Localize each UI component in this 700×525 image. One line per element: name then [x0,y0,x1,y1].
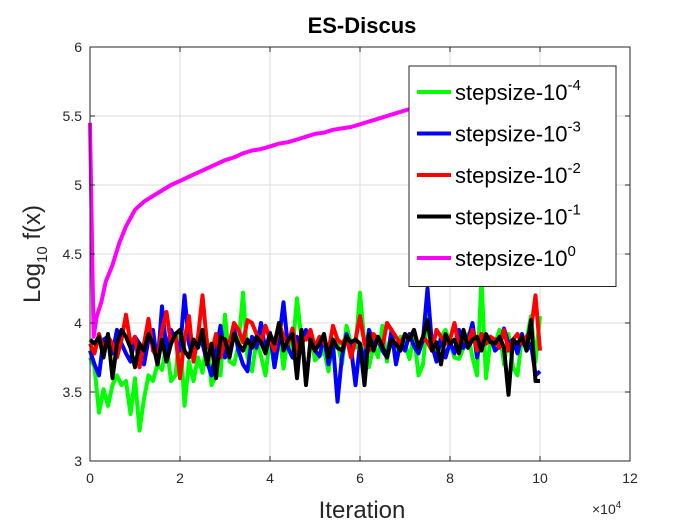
y-tick-label: 5.5 [63,108,83,124]
legend-label-exponent: 0 [568,243,576,260]
x-exponent-label: ×104 [592,500,622,517]
legend-label-exponent: -4 [568,77,581,94]
y-ticks: 3 3.5 4 4.5 5 5.5 6 [63,39,630,469]
x-tick-label: 10 [532,470,548,486]
legend-label-base: stepsize-10 [455,80,568,105]
y-axis-label: Log10 f(x) [19,205,51,303]
series-line-0 [88,107,411,339]
y-tick-label: 3.5 [63,384,83,400]
legend-label: stepsize-10-2 [455,160,581,188]
legend-label: stepsize-10-3 [455,119,581,147]
legend-label-base: stepsize-10 [455,205,568,230]
legend-label: stepsize-10-4 [455,77,581,105]
y-axis-label-subscript: 10 [34,246,51,263]
legend: stepsize-10-4stepsize-10-3stepsize-10-2s… [408,65,617,287]
legend-label-exponent: -1 [568,202,581,219]
x-axis-label: Iteration [319,497,406,524]
x-tick-label: 2 [176,470,184,486]
x-ticks: 0 2 4 6 8 10 12 [86,47,638,486]
legend-label-base: stepsize-10 [455,246,568,271]
x-tick-label: 4 [266,470,274,486]
y-tick-label: 4 [74,315,82,331]
legend-label: stepsize-10-1 [455,202,581,230]
x-tick-label: 12 [622,470,638,486]
series-line--1 [88,318,540,397]
legend-label-base: stepsize-10 [455,122,568,147]
y-tick-label: 4.5 [63,246,83,262]
x-exponent-power: 4 [616,500,622,511]
y-axis-label-rest: f(x) [19,205,46,246]
y-tick-label: 3 [74,453,82,469]
y-tick-label: 5 [74,177,82,193]
x-exponent-base: ×10 [592,501,616,517]
y-axis-label-base: Log [19,263,46,303]
x-tick-label: 8 [446,470,454,486]
legend-label-base: stepsize-10 [455,163,568,188]
chart-title: ES-Discus [308,13,417,38]
x-tick-label: 0 [86,470,94,486]
legend-label-exponent: -3 [568,119,581,136]
legend-label-exponent: -2 [568,160,581,177]
y-tick-label: 6 [74,39,82,55]
series-layer [88,107,542,433]
legend-label: stepsize-100 [455,243,576,271]
x-tick-label: 6 [356,470,364,486]
